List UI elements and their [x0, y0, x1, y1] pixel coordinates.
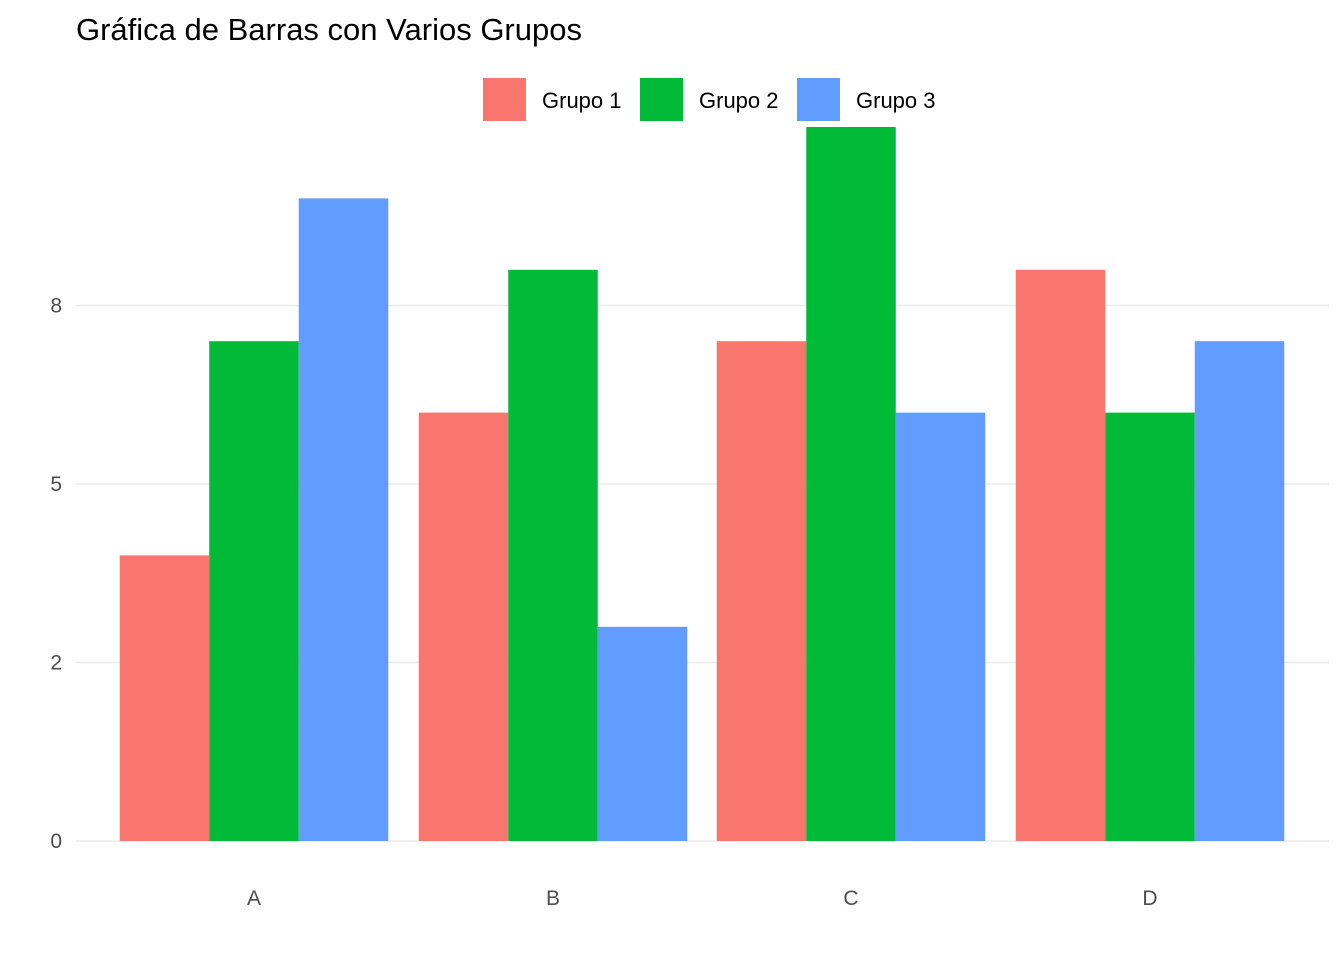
- bar-d-grupo-1: [1015, 269, 1106, 841]
- bar-c-grupo-1: [716, 341, 807, 841]
- legend-label: Grupo 2: [699, 88, 779, 113]
- bar-b-grupo-1: [418, 412, 509, 841]
- legend-label: Grupo 1: [542, 88, 622, 113]
- bar-d-grupo-2: [1105, 412, 1195, 841]
- bar-a-grupo-3: [298, 198, 389, 841]
- legend-label: Grupo 3: [856, 88, 936, 113]
- bars: [119, 127, 1285, 841]
- legend-swatch: [483, 78, 526, 121]
- x-tick-label: D: [1142, 887, 1157, 910]
- chart-title: Gráfica de Barras con Varios Grupos: [76, 12, 582, 47]
- bar-a-grupo-2: [209, 341, 299, 841]
- y-tick-label: 0: [50, 830, 62, 853]
- legend-swatch: [797, 78, 840, 121]
- bar-d-grupo-3: [1194, 341, 1285, 841]
- bar-a-grupo-1: [119, 555, 210, 841]
- y-tick-label: 2: [50, 652, 62, 675]
- x-axis: A B C D: [247, 887, 1158, 910]
- bar-b-grupo-2: [508, 269, 598, 841]
- bar-c-grupo-3: [895, 412, 986, 841]
- bar-c-grupo-2: [806, 127, 896, 841]
- legend: Grupo 1 Grupo 2 Grupo 3: [483, 78, 936, 121]
- y-axis: 0 2 5 8: [50, 295, 62, 854]
- x-tick-label: A: [247, 887, 261, 910]
- x-tick-label: B: [546, 887, 560, 910]
- legend-swatch: [640, 78, 683, 121]
- y-tick-label: 5: [50, 473, 62, 496]
- y-tick-label: 8: [50, 295, 62, 318]
- x-tick-label: C: [843, 887, 858, 910]
- bar-b-grupo-3: [597, 626, 688, 841]
